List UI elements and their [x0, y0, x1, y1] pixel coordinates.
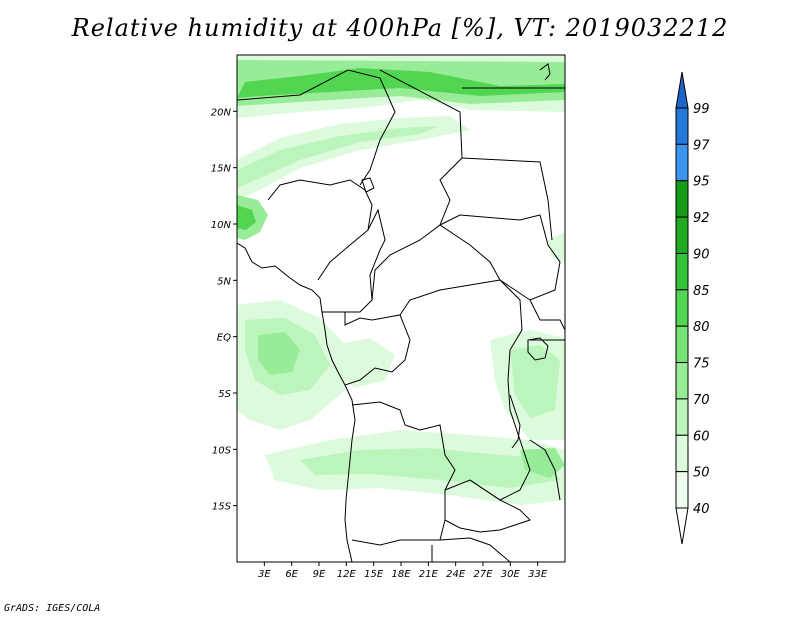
lon-tick-label: 12E — [337, 569, 357, 580]
humidity-equatorial-core — [258, 332, 300, 375]
colorbar-label: 85 — [693, 284, 710, 299]
lat-tick-label: EQ — [217, 333, 231, 344]
border-niger-chad — [237, 69, 396, 186]
border-gabon-congo — [322, 311, 411, 386]
lon-tick-label: 15E — [364, 569, 384, 580]
colorbar-segment — [675, 398, 689, 436]
humidity-band-sahel — [237, 116, 470, 200]
border-namibia — [431, 537, 511, 562]
colorbar-segment — [675, 216, 689, 254]
colorbar-top-arrow — [675, 71, 689, 109]
border-zambia — [444, 479, 531, 533]
lat-tick-label: 10N — [211, 220, 232, 231]
lat-tick-label: 15N — [211, 164, 232, 175]
border-tanzania — [529, 439, 561, 501]
colorbar: 99 97 95 92 90 85 80 75 70 60 50 40 — [675, 71, 710, 545]
humidity-band-south-mid — [300, 448, 560, 488]
lon-tick-label: 18E — [391, 569, 411, 580]
coastline-west — [237, 242, 356, 562]
colorbar-label: 60 — [693, 429, 710, 444]
colorbar-segment — [675, 289, 689, 327]
longitude-axis: 3E 6E 9E 12E 15E 18E 21E 24E 27E 30E 33E — [258, 562, 548, 580]
border-uganda-kenya — [529, 299, 565, 341]
map-title: Relative humidity at 400hPa [%], VT: 201… — [71, 14, 729, 42]
colorbar-segment — [675, 107, 689, 145]
border-drc-east — [469, 279, 531, 501]
colorbar-segment — [675, 434, 689, 473]
humidity-band-south-core — [520, 448, 565, 478]
lon-tick-label: 27E — [473, 569, 493, 580]
border-south-sudan — [439, 214, 561, 301]
humidity-shading — [237, 55, 565, 505]
lat-tick-label: 5S — [218, 389, 231, 400]
colorbar-label: 92 — [693, 211, 710, 226]
map-borders — [237, 63, 565, 562]
colorbar-label: 80 — [693, 320, 710, 335]
colorbar-segment — [675, 143, 689, 182]
humidity-congo — [335, 338, 395, 388]
colorbar-segment — [675, 180, 689, 218]
lake-tanganyika — [509, 394, 521, 449]
border-cameroon — [345, 208, 386, 313]
lat-tick-label: 5N — [217, 276, 231, 287]
lake-chad — [361, 177, 375, 193]
border-car — [371, 224, 501, 316]
colorbar-label: 99 — [693, 102, 710, 117]
lon-tick-label: 30E — [501, 569, 521, 580]
humidity-east-lakes-mid — [510, 345, 560, 418]
border-chad-sudan — [379, 69, 463, 226]
colorbar-segment — [675, 362, 689, 400]
humidity-band-sahel-mid — [237, 126, 440, 188]
lat-tick-label: 10S — [212, 445, 232, 456]
colorbar-segment — [675, 471, 689, 509]
colorbar-label: 50 — [693, 466, 710, 481]
border-angola — [351, 401, 456, 546]
lon-tick-label: 9E — [313, 569, 326, 580]
lon-tick-label: 21E — [419, 569, 439, 580]
grads-credit: GrADS: IGES/COLA — [4, 603, 101, 614]
border-nigeria — [267, 179, 373, 281]
colorbar-label: 97 — [693, 138, 710, 153]
lat-tick-label: 20N — [211, 107, 232, 118]
lat-tick-label: 15S — [212, 502, 232, 513]
red-sea-coast — [539, 63, 551, 81]
colorbar-label: 40 — [693, 502, 710, 517]
colorbar-bottom-arrow — [675, 507, 689, 545]
colorbar-label: 70 — [693, 393, 710, 408]
humidity-west-coast-core — [237, 205, 256, 230]
humidity-band-north-core — [237, 68, 565, 98]
colorbar-segment — [675, 325, 689, 364]
lon-tick-label: 33E — [528, 569, 548, 580]
lon-tick-label: 24E — [446, 569, 466, 580]
latitude-axis: 20N 15N 10N 5N EQ 5S 10S 15S — [211, 107, 237, 513]
colorbar-label: 75 — [693, 357, 710, 372]
colorbar-segment — [675, 252, 689, 291]
border-sudan-ethiopia — [461, 157, 553, 241]
lon-tick-label: 3E — [258, 569, 271, 580]
colorbar-label: 90 — [693, 247, 710, 262]
colorbar-label: 95 — [693, 175, 710, 190]
lake-victoria — [527, 337, 549, 361]
lon-tick-label: 6E — [285, 569, 298, 580]
